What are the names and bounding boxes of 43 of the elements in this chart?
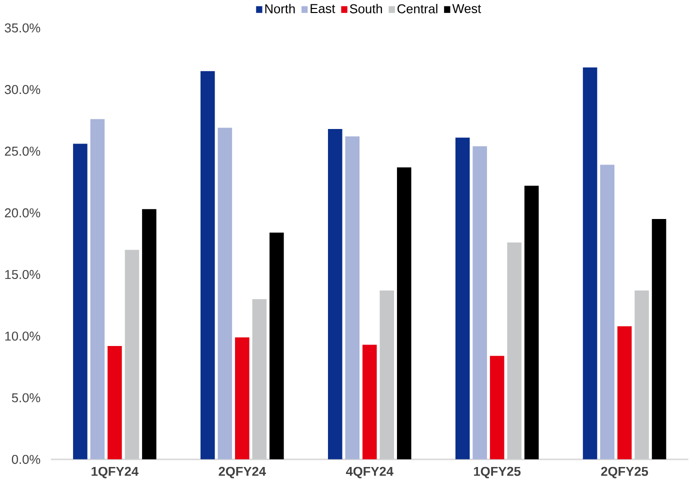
bar bbox=[252, 299, 267, 460]
x-tick-label: 1QFY24 bbox=[92, 467, 139, 479]
bar bbox=[362, 344, 377, 460]
bar bbox=[218, 128, 232, 460]
y-tick-label: 30.0% bbox=[4, 85, 40, 94]
legend-label: East bbox=[310, 4, 336, 14]
bar bbox=[345, 136, 360, 460]
bar bbox=[490, 356, 504, 460]
bar bbox=[396, 167, 412, 460]
x-tick-label: 1QFY25 bbox=[474, 467, 521, 479]
bar bbox=[108, 346, 122, 460]
bar bbox=[582, 68, 598, 460]
bar bbox=[328, 129, 342, 460]
y-tick-label: 35.0% bbox=[4, 24, 40, 33]
bar bbox=[142, 209, 156, 460]
bar bbox=[73, 144, 88, 460]
bar bbox=[507, 242, 522, 460]
bar bbox=[600, 164, 614, 460]
y-tick-label: 10.0% bbox=[5, 332, 40, 341]
bar bbox=[455, 138, 470, 460]
y-tick-label: 5.0% bbox=[12, 393, 40, 403]
bar bbox=[380, 290, 394, 460]
legend-label: Central bbox=[398, 4, 438, 14]
x-tick-label: 2QFY25 bbox=[601, 467, 648, 479]
bar bbox=[200, 71, 215, 460]
bar bbox=[634, 290, 649, 460]
bar bbox=[235, 338, 250, 460]
bar bbox=[524, 186, 539, 460]
bar bbox=[90, 119, 105, 460]
x-tick-label: 2QFY24 bbox=[218, 467, 266, 479]
x-tick-label: 4QFY24 bbox=[346, 467, 394, 479]
legend-label: West bbox=[452, 4, 482, 14]
legend-label: North bbox=[265, 4, 295, 14]
y-tick-label: 25.0% bbox=[4, 146, 40, 156]
y-tick-label: 0.0% bbox=[12, 455, 40, 464]
bar bbox=[124, 250, 140, 460]
bar bbox=[617, 326, 632, 460]
bar bbox=[472, 146, 487, 460]
y-tick-label: 15.0% bbox=[5, 270, 40, 280]
legend-label: South bbox=[350, 4, 382, 14]
bar bbox=[270, 232, 284, 460]
bar bbox=[652, 219, 666, 460]
y-tick-label: 20.0% bbox=[4, 208, 40, 218]
